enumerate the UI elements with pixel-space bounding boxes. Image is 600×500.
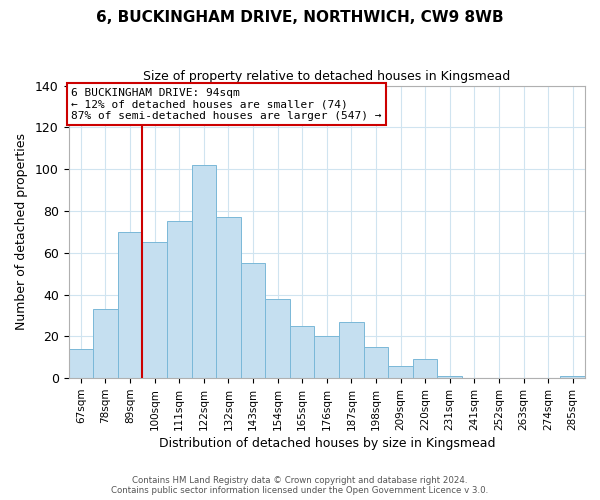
- Bar: [388, 366, 413, 378]
- X-axis label: Distribution of detached houses by size in Kingsmead: Distribution of detached houses by size …: [158, 437, 495, 450]
- Title: Size of property relative to detached houses in Kingsmead: Size of property relative to detached ho…: [143, 70, 511, 83]
- Bar: [437, 376, 462, 378]
- Bar: [314, 336, 339, 378]
- Y-axis label: Number of detached properties: Number of detached properties: [15, 134, 28, 330]
- Bar: [93, 309, 118, 378]
- Bar: [339, 322, 364, 378]
- Bar: [118, 232, 142, 378]
- Bar: [265, 299, 290, 378]
- Text: 6, BUCKINGHAM DRIVE, NORTHWICH, CW9 8WB: 6, BUCKINGHAM DRIVE, NORTHWICH, CW9 8WB: [96, 10, 504, 25]
- Bar: [216, 217, 241, 378]
- Bar: [290, 326, 314, 378]
- Bar: [364, 347, 388, 378]
- Bar: [241, 263, 265, 378]
- Text: 6 BUCKINGHAM DRIVE: 94sqm
← 12% of detached houses are smaller (74)
87% of semi-: 6 BUCKINGHAM DRIVE: 94sqm ← 12% of detac…: [71, 88, 382, 121]
- Bar: [68, 349, 93, 378]
- Bar: [167, 222, 191, 378]
- Bar: [560, 376, 585, 378]
- Text: Contains HM Land Registry data © Crown copyright and database right 2024.
Contai: Contains HM Land Registry data © Crown c…: [112, 476, 488, 495]
- Bar: [191, 165, 216, 378]
- Bar: [142, 242, 167, 378]
- Bar: [413, 360, 437, 378]
